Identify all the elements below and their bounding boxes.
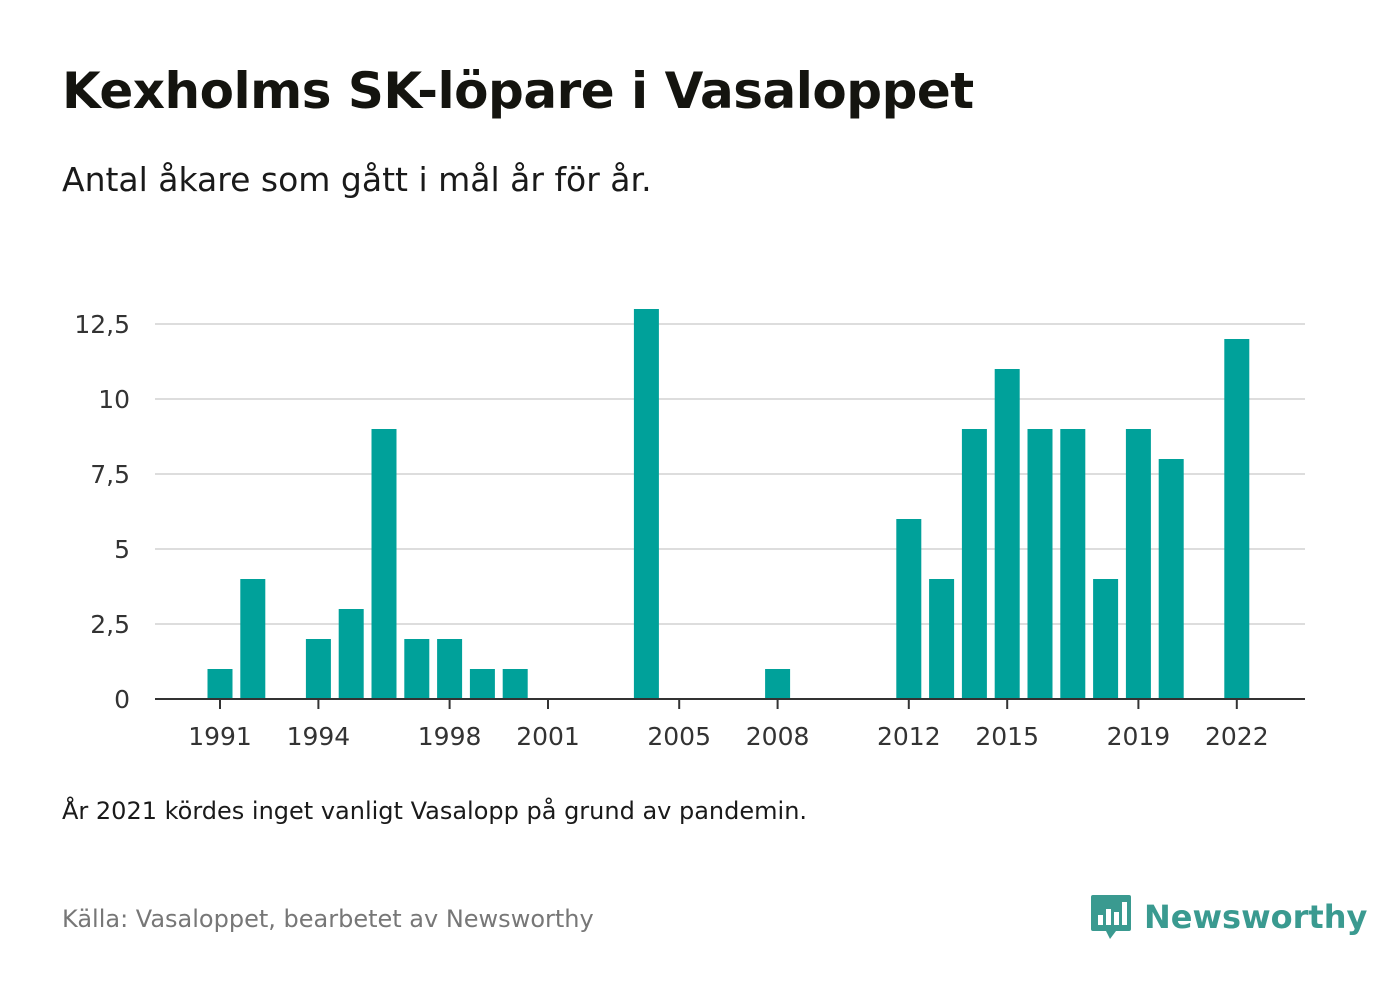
bar-2014 [961,429,987,699]
x-tick-label: 1994 [287,722,351,751]
bar-2008 [765,669,791,699]
bar-2017 [1060,429,1086,699]
chart-subtitle: Antal åkare som gått i mål år för år. [62,160,652,199]
y-tick-label: 0 [114,685,130,714]
y-tick-label: 12,5 [74,310,130,339]
bar-2015 [994,369,1020,699]
x-tick-label: 2001 [516,722,580,751]
x-tick-label: 1998 [418,722,482,751]
bar-1991 [207,669,233,699]
y-tick-label: 2,5 [90,610,130,639]
y-tick-label: 5 [114,535,130,564]
x-tick-label: 2008 [746,722,810,751]
newsworthy-brand: Newsworthy [1090,893,1367,941]
y-tick-label: 7,5 [90,460,130,489]
bar-2000 [502,669,528,699]
x-tick-label: 2005 [647,722,711,751]
bar-2022 [1224,339,1250,699]
bar-1997 [404,639,430,699]
chart-note: År 2021 kördes inget vanligt Vasalopp på… [62,797,808,825]
x-tick-label: 1991 [188,722,252,751]
bar-1992 [240,579,266,699]
source-text: Källa: Vasaloppet, bearbetet av Newswort… [62,905,594,933]
bar-2004 [633,309,659,699]
bar-2016 [1027,429,1053,699]
brand-name: Newsworthy [1144,898,1368,936]
bar-2013 [929,579,955,699]
bar-2020 [1158,459,1184,699]
x-axis-ticks: 1991 1994 1998 2001 2005 2008 2012 2015 2019 2022 [188,699,1269,751]
newsworthy-logo-icon [1091,895,1131,939]
x-tick-label: 2019 [1107,722,1171,751]
bars [207,309,1250,699]
bar-2012 [896,519,922,699]
x-tick-label: 2012 [877,722,941,751]
bar-1995 [338,609,364,699]
chart-title: Kexholms SK-löpare i Vasaloppet [62,62,974,120]
bar-1996 [371,429,397,699]
x-tick-label: 2015 [975,722,1039,751]
bar-1999 [469,669,495,699]
x-tick-label: 2022 [1205,722,1269,751]
bar-2018 [1093,579,1119,699]
y-axis-ticks: 0 2,5 5 7,5 10 12,5 [74,310,130,714]
y-tick-label: 10 [98,385,130,414]
bar-1994 [305,639,331,699]
bar-2019 [1125,429,1151,699]
bar-1998 [437,639,463,699]
